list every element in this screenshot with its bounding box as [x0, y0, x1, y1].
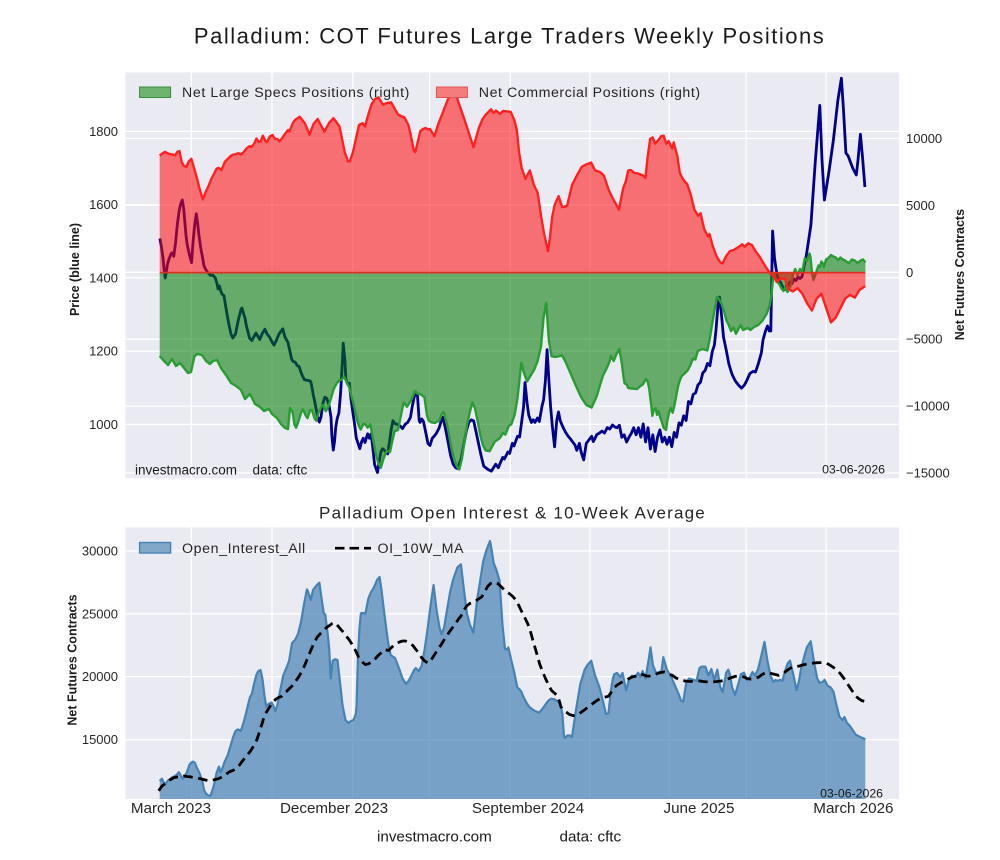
svg-text:1200: 1200 — [89, 344, 118, 359]
svg-text:data: cftc: data: cftc — [253, 463, 308, 478]
svg-text:investmacro.com: investmacro.com — [135, 463, 237, 478]
svg-text:5000: 5000 — [906, 198, 935, 213]
svg-text:data: cftc: data: cftc — [560, 829, 622, 846]
svg-text:20000: 20000 — [82, 669, 118, 684]
svg-text:June 2025: June 2025 — [664, 800, 735, 817]
svg-text:1600: 1600 — [89, 197, 118, 212]
svg-text:1800: 1800 — [89, 124, 118, 139]
svg-text:Net Futures Contracts: Net Futures Contracts — [66, 594, 80, 725]
svg-text:December 2023: December 2023 — [280, 800, 388, 817]
svg-text:Palladium: COT Futures Large T: Palladium: COT Futures Large Traders Wee… — [194, 24, 825, 49]
svg-text:03-06-2026: 03-06-2026 — [820, 787, 883, 801]
svg-text:03-06-2026: 03-06-2026 — [822, 463, 885, 477]
svg-text:March 2023: March 2023 — [131, 800, 211, 817]
svg-text:30000: 30000 — [82, 544, 118, 559]
svg-text:1000: 1000 — [89, 417, 118, 432]
svg-text:March 2026: March 2026 — [813, 800, 893, 817]
svg-text:Net Futures Contracts: Net Futures Contracts — [953, 209, 967, 340]
svg-text:−10000: −10000 — [906, 399, 950, 414]
svg-text:0: 0 — [906, 265, 913, 280]
svg-text:Palladium Open Interest & 10-W: Palladium Open Interest & 10-Week Averag… — [319, 504, 706, 523]
svg-text:Price (blue line): Price (blue line) — [68, 223, 82, 316]
svg-text:15000: 15000 — [82, 732, 118, 747]
svg-text:investmacro.com: investmacro.com — [377, 829, 492, 846]
svg-text:Open_Interest_All: Open_Interest_All — [182, 541, 306, 557]
svg-text:Net Commercial Positions (righ: Net Commercial Positions (right) — [479, 85, 701, 101]
svg-text:25000: 25000 — [82, 606, 118, 621]
svg-text:OI_10W_MA: OI_10W_MA — [378, 541, 465, 557]
svg-text:September 2024: September 2024 — [472, 800, 584, 817]
svg-text:1400: 1400 — [89, 270, 118, 285]
svg-text:−5000: −5000 — [906, 332, 943, 347]
svg-text:10000: 10000 — [906, 131, 942, 146]
svg-text:−15000: −15000 — [906, 466, 950, 481]
svg-text:Net Large Specs Positions (rig: Net Large Specs Positions (right) — [182, 85, 410, 101]
